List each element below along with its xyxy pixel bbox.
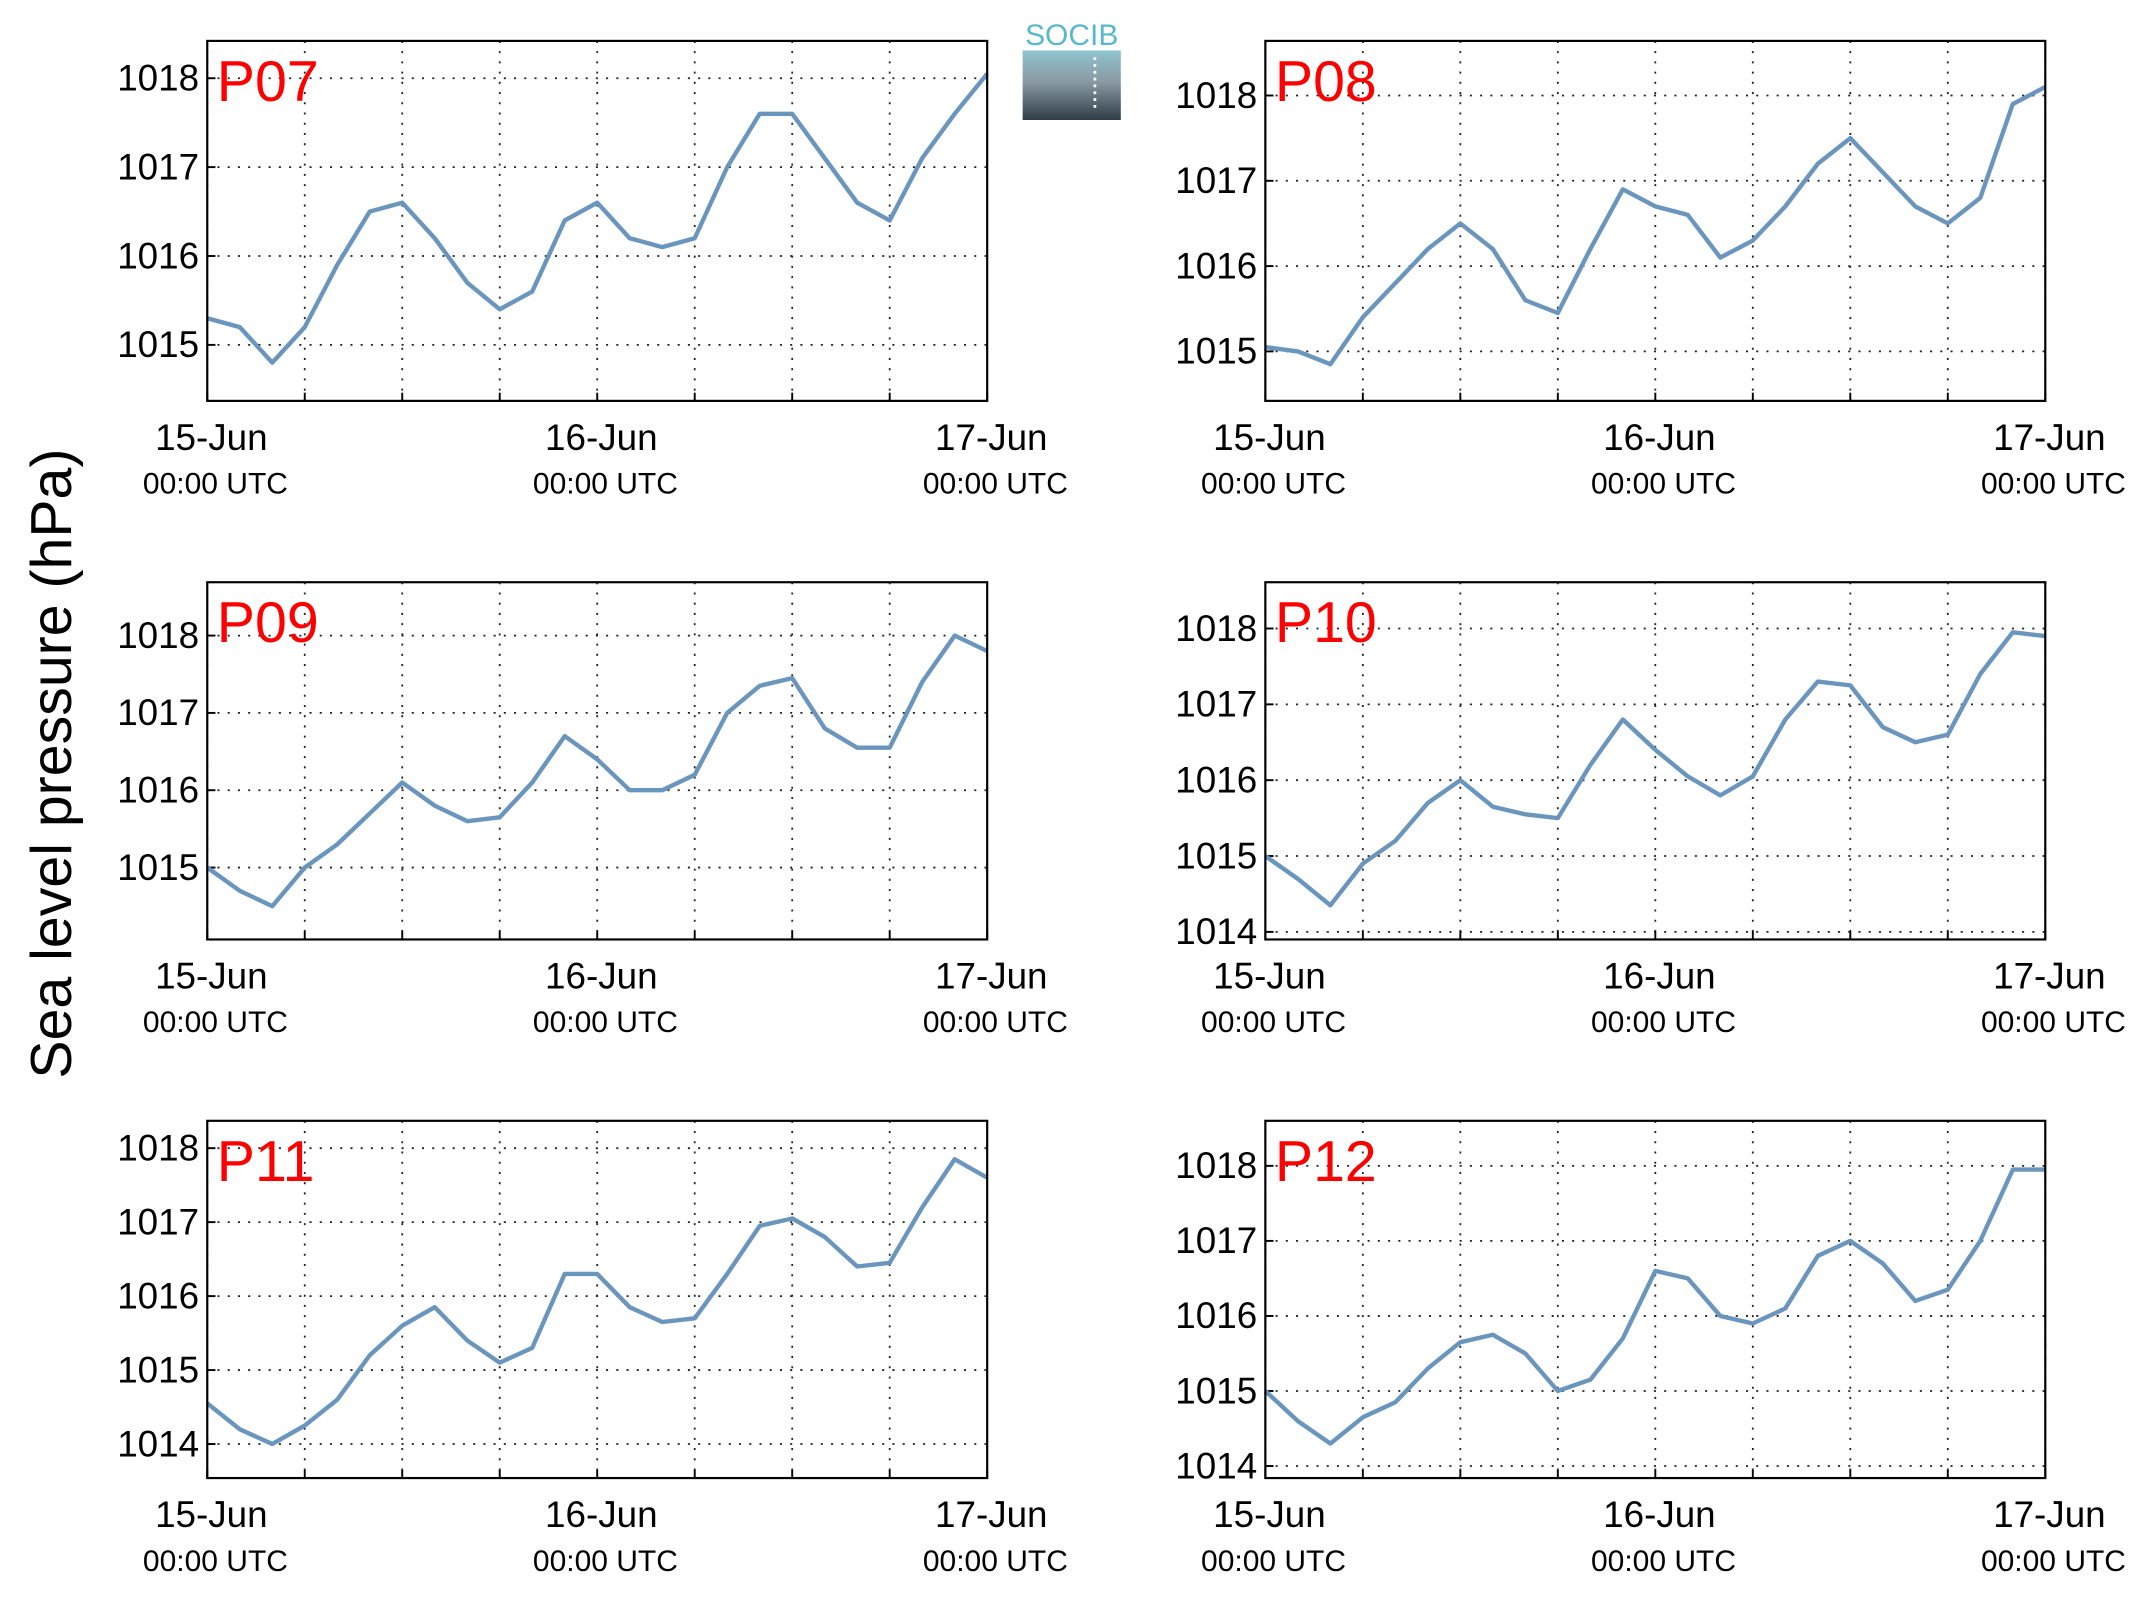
plot-frame <box>1264 39 2047 402</box>
x-tick-label: 15-Jun <box>155 417 268 458</box>
x-tick-sublabel: 00:00 UTC <box>1981 1006 2126 1039</box>
y-tick-label: 1016 <box>117 769 199 810</box>
plot-frame <box>206 581 989 941</box>
x-tick-sublabel: 00:00 UTC <box>1201 1545 1346 1578</box>
panel: 1015 1016 1017 1018 15-Jun 00:00 UTC 16-Jun 00:… <box>1175 39 2126 501</box>
panel-title: P11 <box>217 1130 315 1194</box>
panel-title: P12 <box>1275 1130 1377 1194</box>
y-tick-label: 1015 <box>1175 331 1257 372</box>
panel-title: P08 <box>1275 50 1377 114</box>
y-tick-label: 1018 <box>117 615 199 656</box>
panel-title: P09 <box>217 591 319 655</box>
y-tick-label: 1014 <box>1175 1445 1257 1486</box>
x-tick-sublabel: 00:00 UTC <box>1591 1006 1736 1039</box>
y-tick-label: 1016 <box>1175 245 1257 286</box>
x-tick-label: 17-Jun <box>1993 956 2106 997</box>
data-line <box>205 1157 989 1447</box>
panel: 1015 1016 1017 1018 15-Jun 00:00 UTC 16-Jun 00:… <box>117 581 1068 1039</box>
y-tick-label: 1015 <box>1175 1370 1257 1411</box>
x-tick-label: 17-Jun <box>935 1494 1048 1535</box>
y-tick-label: 1015 <box>1175 835 1257 876</box>
panel: 1014 1015 1016 1017 1018 15-Jun 00:00 UTC 16-Ju… <box>1175 1119 2126 1578</box>
x-tick-label: 15-Jun <box>155 1494 268 1535</box>
y-tick-label: 1018 <box>1175 608 1257 649</box>
x-tick-sublabel: 00:00 UTC <box>143 1006 288 1039</box>
x-tick-sublabel: 00:00 UTC <box>1201 468 1346 501</box>
data-line <box>1264 630 2046 908</box>
y-tick-label: 1017 <box>1175 1220 1257 1261</box>
y-tick-label: 1015 <box>117 1349 199 1390</box>
y-tick-label: 1017 <box>1175 160 1257 201</box>
x-tick-label: 15-Jun <box>1213 417 1326 458</box>
x-tick-label: 17-Jun <box>935 956 1048 997</box>
x-tick-label: 16-Jun <box>1603 1494 1716 1535</box>
x-tick-sublabel: 00:00 UTC <box>923 468 1068 501</box>
plot-frame <box>206 39 989 402</box>
x-tick-sublabel: 00:00 UTC <box>923 1545 1068 1578</box>
x-tick-sublabel: 00:00 UTC <box>143 468 288 501</box>
x-tick-sublabel: 00:00 UTC <box>1201 1006 1346 1039</box>
y-tick-label: 1016 <box>117 235 199 276</box>
x-tick-label: 15-Jun <box>1213 956 1326 997</box>
x-tick-label: 17-Jun <box>935 417 1048 458</box>
y-tick-label: 1016 <box>1175 759 1257 800</box>
data-line <box>1265 85 2047 367</box>
y-tick-label: 1016 <box>1175 1295 1257 1336</box>
x-tick-label: 16-Jun <box>1603 956 1716 997</box>
y-tick-label: 1014 <box>1175 911 1257 952</box>
x-tick-sublabel: 00:00 UTC <box>1981 468 2126 501</box>
x-tick-sublabel: 00:00 UTC <box>143 1545 288 1578</box>
panel: 1015 1016 1017 1018 15-Jun 00:00 UTC 16-Jun 00:… <box>117 39 1068 501</box>
plot-frame <box>206 1119 989 1480</box>
x-tick-sublabel: 00:00 UTC <box>533 1006 678 1039</box>
y-tick-label: 1015 <box>117 847 199 888</box>
y-tick-label: 1018 <box>117 58 199 99</box>
y-tick-label: 1018 <box>1175 75 1257 116</box>
y-tick-label: 1015 <box>117 324 199 365</box>
data-line <box>1263 1167 2046 1446</box>
x-tick-sublabel: 00:00 UTC <box>533 1545 678 1578</box>
x-tick-label: 16-Jun <box>545 417 658 458</box>
y-tick-label: 1018 <box>1175 1145 1257 1186</box>
y-tick-label: 1018 <box>117 1127 199 1168</box>
data-line <box>205 633 989 909</box>
x-tick-label: 17-Jun <box>1993 1494 2106 1535</box>
y-tick-label: 1014 <box>117 1423 199 1464</box>
y-axis-title: Sea level pressure (hPa) <box>20 449 84 1079</box>
x-tick-label: 16-Jun <box>545 956 658 997</box>
x-tick-label: 16-Jun <box>545 1494 658 1535</box>
panel-title: P07 <box>217 50 319 114</box>
plot-frame <box>1264 581 2047 941</box>
x-tick-label: 16-Jun <box>1603 417 1716 458</box>
logo: SOCIB <box>1022 19 1121 120</box>
y-tick-label: 1017 <box>117 146 199 187</box>
panel: 1014 1015 1016 1017 1018 15-Jun 00:00 UTC 16-Ju… <box>117 1119 1068 1578</box>
x-tick-label: 15-Jun <box>155 956 268 997</box>
y-tick-label: 1017 <box>1175 684 1257 725</box>
y-tick-label: 1016 <box>117 1275 199 1316</box>
panel-title: P10 <box>1275 591 1377 655</box>
plot-frame <box>1264 1119 2047 1480</box>
y-tick-label: 1017 <box>117 692 199 733</box>
x-tick-sublabel: 00:00 UTC <box>1591 1545 1736 1578</box>
y-tick-label: 1017 <box>117 1201 199 1242</box>
logo-text: SOCIB <box>1025 19 1118 52</box>
x-tick-label: 15-Jun <box>1213 1494 1326 1535</box>
data-line <box>206 72 989 365</box>
x-tick-sublabel: 00:00 UTC <box>923 1006 1068 1039</box>
x-tick-sublabel: 00:00 UTC <box>1981 1545 2126 1578</box>
logo-graphic <box>1022 50 1121 120</box>
x-tick-sublabel: 00:00 UTC <box>533 468 678 501</box>
panel: 1014 1015 1016 1017 1018 15-Jun 00:00 UTC 16-Ju… <box>1175 581 2126 1039</box>
x-tick-sublabel: 00:00 UTC <box>1591 468 1736 501</box>
x-tick-label: 17-Jun <box>1993 417 2106 458</box>
